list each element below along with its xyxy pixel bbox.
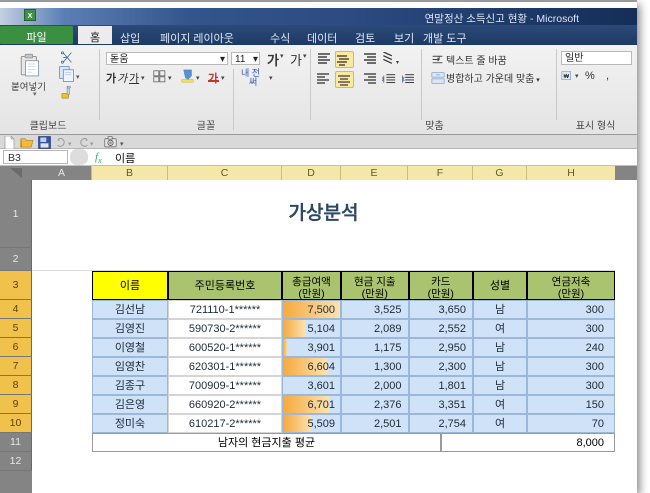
svg-text:X: X [27, 11, 32, 20]
svg-text:₩: ₩ [564, 74, 570, 80]
